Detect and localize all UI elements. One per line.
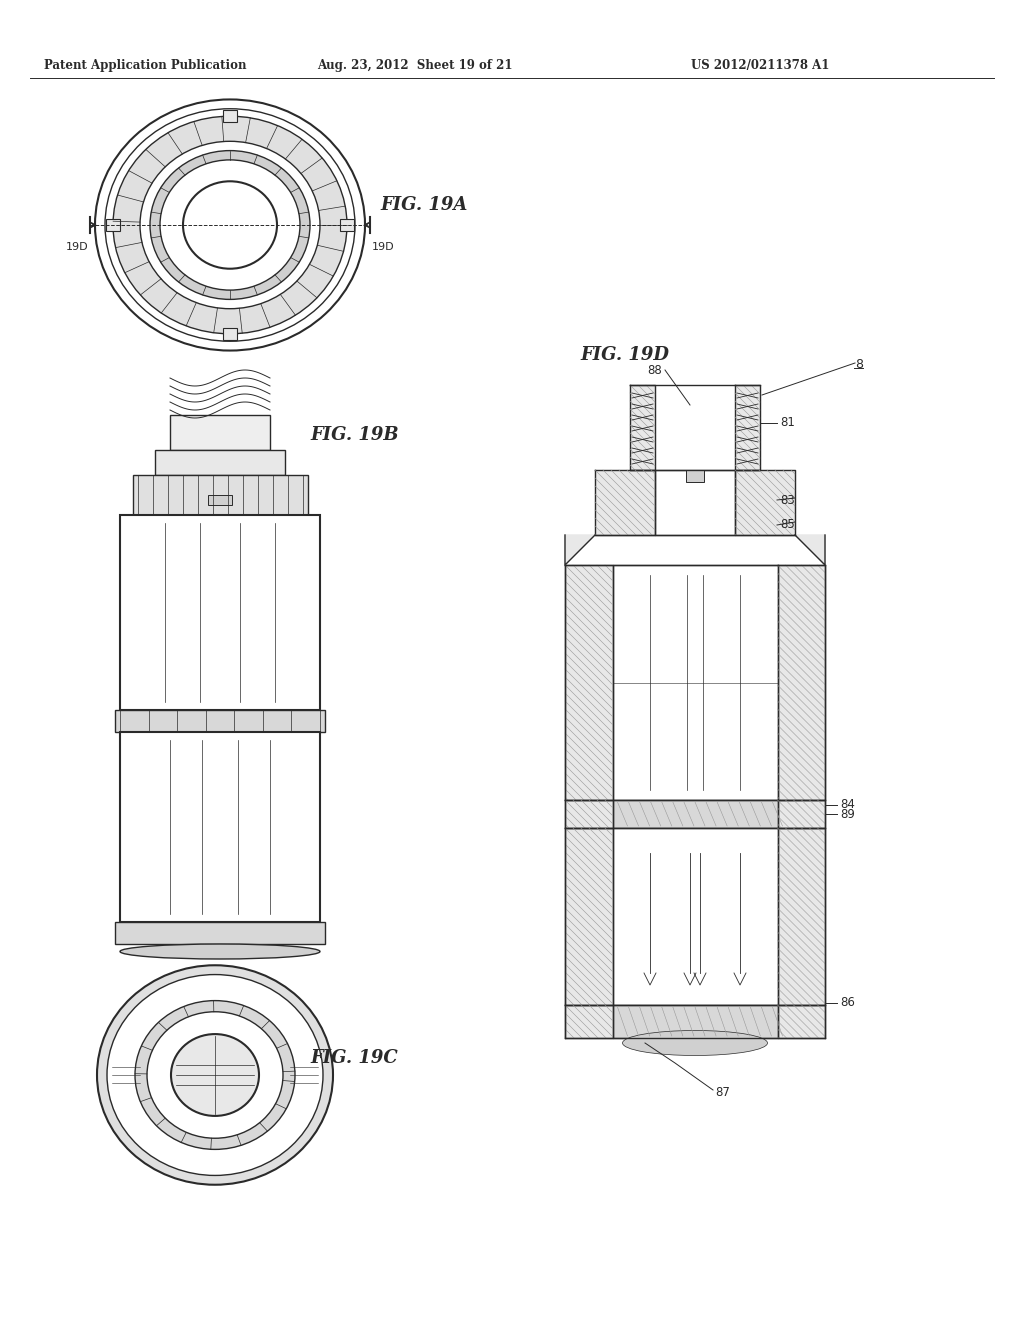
Polygon shape — [630, 385, 655, 470]
Text: 19D: 19D — [372, 242, 394, 252]
Bar — [612, 800, 777, 828]
Bar — [686, 470, 705, 482]
Text: 88: 88 — [647, 363, 663, 376]
Text: FIG. 19C: FIG. 19C — [310, 1049, 397, 1067]
Ellipse shape — [106, 974, 323, 1175]
Bar — [115, 921, 325, 944]
Text: 85: 85 — [780, 519, 795, 532]
Polygon shape — [735, 470, 795, 535]
Ellipse shape — [97, 965, 333, 1185]
Text: 89: 89 — [840, 808, 855, 821]
Bar — [612, 565, 777, 800]
Ellipse shape — [150, 150, 310, 300]
Text: FIG. 19A: FIG. 19A — [380, 195, 467, 214]
Polygon shape — [565, 800, 612, 828]
Bar — [612, 1005, 777, 1038]
Text: 83: 83 — [780, 494, 795, 507]
Polygon shape — [777, 1005, 825, 1038]
Polygon shape — [795, 535, 825, 565]
Text: 8: 8 — [855, 359, 863, 371]
Ellipse shape — [623, 1031, 768, 1056]
Polygon shape — [565, 828, 612, 1005]
Polygon shape — [565, 1005, 612, 1038]
Polygon shape — [735, 385, 760, 470]
Text: 87: 87 — [715, 1086, 730, 1100]
Bar — [655, 470, 735, 535]
Polygon shape — [595, 470, 655, 535]
Polygon shape — [565, 565, 612, 800]
Ellipse shape — [147, 1011, 283, 1138]
Text: FIG. 19B: FIG. 19B — [310, 426, 398, 444]
Bar — [612, 828, 777, 1005]
Text: FIG. 19D: FIG. 19D — [580, 346, 669, 364]
Bar — [208, 495, 232, 506]
Bar — [655, 385, 735, 470]
Bar — [223, 327, 237, 339]
Text: Patent Application Publication: Patent Application Publication — [44, 58, 246, 71]
Polygon shape — [777, 828, 825, 1005]
Bar — [170, 414, 270, 450]
Polygon shape — [565, 535, 595, 565]
Bar — [120, 733, 319, 921]
Ellipse shape — [183, 181, 278, 269]
Ellipse shape — [160, 160, 300, 290]
Text: US 2012/0211378 A1: US 2012/0211378 A1 — [691, 58, 829, 71]
Text: 84: 84 — [840, 799, 855, 812]
Ellipse shape — [135, 1001, 295, 1150]
Bar — [340, 219, 354, 231]
Polygon shape — [777, 800, 825, 828]
Ellipse shape — [120, 944, 319, 960]
Polygon shape — [777, 565, 825, 800]
Text: 86: 86 — [840, 997, 855, 1010]
Ellipse shape — [113, 116, 347, 334]
Text: Aug. 23, 2012  Sheet 19 of 21: Aug. 23, 2012 Sheet 19 of 21 — [317, 58, 513, 71]
Ellipse shape — [171, 1034, 259, 1115]
Bar — [223, 110, 237, 123]
Bar — [155, 450, 285, 475]
Text: 81: 81 — [780, 417, 795, 429]
Bar — [120, 515, 319, 710]
Bar — [132, 475, 307, 515]
Bar — [115, 710, 325, 733]
Text: 19D: 19D — [66, 242, 88, 252]
Bar — [106, 219, 120, 231]
Ellipse shape — [140, 141, 319, 309]
